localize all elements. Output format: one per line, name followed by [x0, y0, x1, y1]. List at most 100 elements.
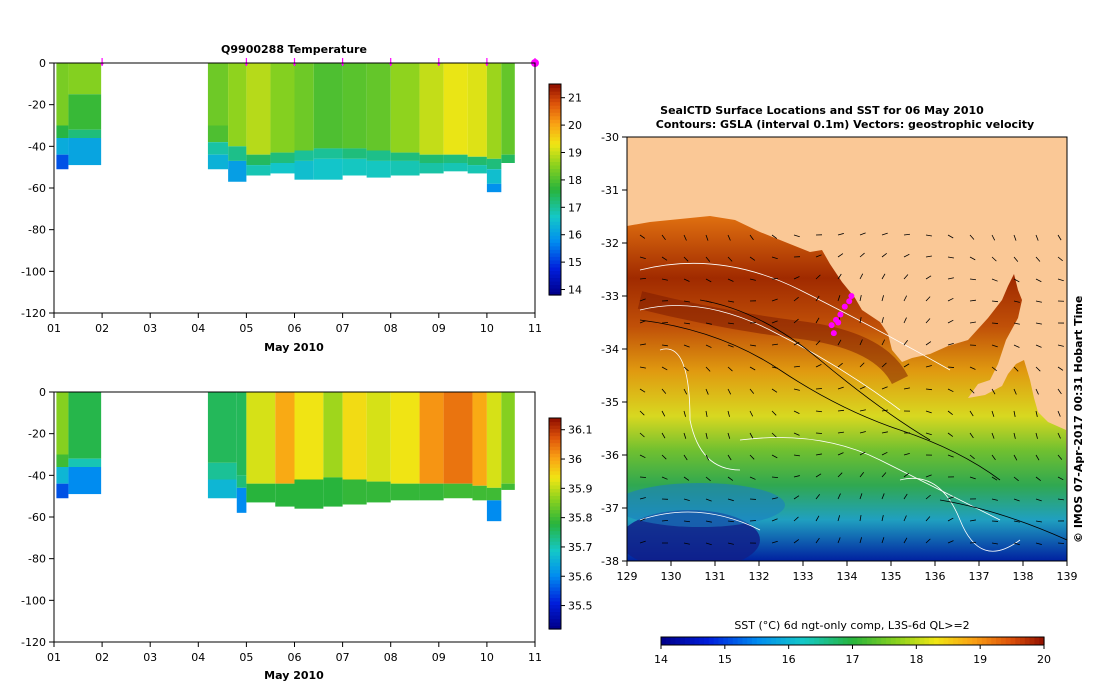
data-cell: [443, 163, 468, 172]
velocity-vector: [815, 340, 821, 346]
colorbar-swatch: [549, 425, 561, 430]
data-cell: [294, 160, 314, 180]
colorbar-swatch: [549, 210, 561, 215]
velocity-vector: [771, 256, 778, 260]
colorbar-swatch: [549, 576, 561, 581]
x-tick-label: 05: [239, 651, 253, 664]
sst-colorbar-swatch: [991, 637, 997, 645]
velocity-vector: [727, 498, 734, 502]
colorbar-swatch: [549, 435, 561, 440]
salinity-panel: 01 02 03 04 05 06 07 08 09 10 11 0 -20 -40 -60 -80 -100 -…: [21, 386, 592, 682]
sst-colorbar-swatch: [986, 637, 992, 645]
data-cell: [472, 485, 487, 501]
velocity-vector: [925, 516, 931, 522]
x-tick-label: 08: [384, 322, 398, 335]
map-y-tick-label: -33: [601, 290, 619, 303]
velocity-vector: [991, 256, 997, 262]
colorbar-swatch: [549, 203, 561, 208]
colorbar-swatch: [549, 140, 561, 145]
colorbar-swatch: [549, 523, 561, 528]
velocity-vector: [639, 366, 646, 369]
sst-colorbar-swatch: [684, 637, 691, 645]
data-cell: [501, 154, 515, 163]
profile-marker-head: [436, 63, 441, 66]
velocity-vector: [1057, 410, 1061, 417]
sst-colorbar-swatch: [881, 637, 887, 645]
sst-colorbar-swatch: [718, 637, 724, 645]
data-cell: [275, 392, 295, 484]
colorbar-swatch: [549, 249, 561, 254]
velocity-vector: [661, 366, 668, 371]
data-cell: [366, 150, 391, 161]
velocity-vector: [925, 388, 933, 391]
data-cell: [56, 454, 69, 467]
temperature-data: [56, 63, 515, 193]
velocity-vector: [771, 234, 778, 239]
velocity-vector: [749, 366, 756, 371]
data-cell: [443, 63, 468, 155]
data-cell: [270, 63, 295, 153]
velocity-vector: [705, 256, 711, 262]
data-cell: [56, 63, 69, 126]
velocity-vector: [661, 476, 668, 480]
data-cell: [270, 163, 295, 174]
map-y-tick-label: -36: [601, 449, 619, 462]
velocity-vector: [793, 318, 799, 324]
data-cell: [419, 483, 444, 501]
colorbar-tick-label: 35.5: [568, 600, 593, 613]
colorbar-swatch: [549, 256, 561, 261]
sst-colorbar-swatch: [981, 637, 988, 645]
colorbar-swatch: [549, 491, 561, 496]
velocity-vector: [815, 410, 823, 413]
map-x-tick-label: 135: [881, 570, 902, 583]
data-cell: [294, 392, 324, 480]
velocity-vector: [947, 496, 954, 500]
colorbar-swatch: [549, 463, 561, 468]
velocity-vector: [793, 296, 799, 302]
velocity-vector: [903, 537, 908, 544]
data-cell: [443, 392, 473, 484]
data-cell: [68, 129, 102, 138]
profile-marker-head: [484, 63, 489, 66]
colorbar-swatch: [549, 175, 561, 180]
y-tick-label: -120: [21, 307, 46, 320]
x-tick-label: 04: [191, 651, 205, 664]
velocity-vector: [1013, 542, 1020, 546]
colorbar-swatch: [549, 551, 561, 556]
colorbar-swatch: [549, 418, 561, 423]
seal-location: [841, 303, 848, 310]
colorbar-tick-label: 19: [568, 147, 582, 160]
sst-colorbar-swatch: [876, 637, 882, 645]
colorbar-swatch: [549, 84, 561, 89]
velocity-vector: [661, 234, 666, 241]
colorbar-swatch: [549, 446, 561, 451]
sst-colorbar-swatch: [976, 637, 983, 645]
colorbar-swatch: [549, 502, 561, 507]
velocity-vector: [991, 300, 999, 303]
velocity-vector: [815, 364, 822, 368]
geostrophic-vectors: [639, 232, 1065, 546]
velocity-vector: [969, 432, 974, 439]
velocity-vector: [815, 494, 821, 500]
velocity-vector: [639, 454, 646, 459]
x-tick-label: 03: [143, 651, 157, 664]
velocity-vector: [1057, 234, 1062, 241]
sst-colorbar-swatch: [914, 637, 921, 645]
velocity-vector: [859, 451, 866, 456]
velocity-vector: [881, 232, 888, 236]
colorbar-swatch: [549, 105, 561, 110]
cool-water-patch: [627, 483, 785, 527]
colorbar-swatch: [549, 224, 561, 229]
colorbar-swatch: [549, 98, 561, 103]
velocity-vector: [793, 341, 800, 346]
colorbar-tick-label: 15: [568, 256, 582, 269]
velocity-vector: [639, 432, 645, 438]
gsla-contour-dark: [699, 299, 931, 441]
sst-colorbar-swatch: [713, 637, 720, 645]
velocity-vector: [749, 388, 755, 394]
velocity-vector: [1013, 366, 1019, 372]
map-y-tick-label: -30: [601, 131, 619, 144]
velocity-vector: [661, 388, 667, 394]
velocity-vector: [947, 517, 954, 522]
velocity-vector: [859, 252, 865, 258]
